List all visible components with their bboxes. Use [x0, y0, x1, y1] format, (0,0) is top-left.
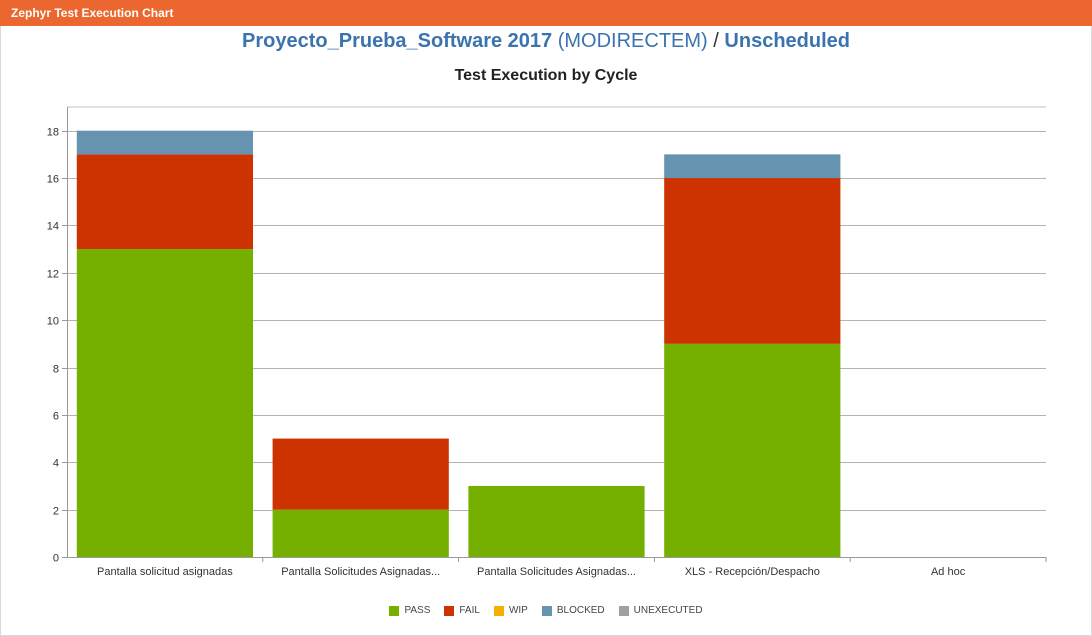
y-tick-label: 6	[53, 411, 59, 423]
bar-pass-1	[76, 249, 254, 557]
bar-pass-4	[664, 343, 841, 557]
legend-item-unexecuted[interactable]: UNEXECUTED	[618, 605, 703, 616]
legend-label: BLOCKED	[556, 605, 605, 616]
legend-swatch	[541, 605, 552, 616]
y-tick-label: 12	[47, 269, 59, 281]
version-link[interactable]: Unscheduled	[724, 30, 850, 52]
chart-legend: PASS FAIL WIP BLOCKED UNEXECUTED	[0, 605, 1092, 616]
y-tick-label: 4	[53, 458, 59, 470]
x-tick-label: XLS - Recepción/Despacho	[685, 566, 820, 578]
stacked-bar-chart: 0 2 4 6 8 10 12 14 16 18 Pantalla solicitud asigna…	[47, 106, 1047, 578]
x-tick-label: Pantalla solicitud asignadas	[97, 566, 233, 578]
legend-label: FAIL	[459, 605, 480, 616]
legend-item-pass[interactable]: PASS	[389, 605, 430, 616]
bar-pass-2	[272, 509, 449, 557]
y-tick-label: 0	[53, 553, 59, 565]
gadget-title-bar: Zephyr Test Execution Chart	[0, 0, 1092, 26]
y-tick-label: 8	[53, 364, 59, 376]
x-tick-label: Pantalla Solicitudes Asignadas...	[477, 566, 636, 578]
legend-swatch	[618, 605, 629, 616]
legend-label: PASS	[404, 605, 431, 616]
bar-pass-3	[468, 485, 645, 557]
project-name-link[interactable]: Proyecto_Prueba_Software 2017	[242, 30, 553, 52]
heading-separator: /	[713, 30, 719, 52]
y-tick-label: 18	[47, 127, 59, 139]
legend-swatch	[444, 605, 455, 616]
bar-blocked-4	[664, 154, 841, 179]
chart-title: Test Execution by Cycle	[454, 67, 638, 84]
y-tick-label: 10	[47, 316, 59, 328]
legend-item-blocked[interactable]: BLOCKED	[541, 605, 605, 616]
legend-swatch	[493, 605, 504, 616]
legend-label: WIP	[508, 605, 528, 616]
y-tick-label: 14	[47, 221, 59, 233]
gadget-title: Zephyr Test Execution Chart	[11, 6, 174, 20]
legend-swatch	[389, 605, 400, 616]
y-tick-label: 16	[47, 174, 59, 186]
bar-fail-4	[664, 178, 841, 344]
legend-item-wip[interactable]: WIP	[493, 605, 528, 616]
project-key: (MODIRECTEM)	[557, 30, 708, 52]
legend-label: UNEXECUTED	[633, 605, 703, 616]
bar-fail-1	[76, 154, 254, 250]
bar-blocked-1	[76, 130, 254, 155]
bar-fail-2	[272, 438, 449, 510]
y-tick-label: 2	[53, 506, 59, 518]
project-heading: Proyecto_Prueba_Software 2017 (MODIRECTE…	[0, 30, 1092, 53]
legend-item-fail[interactable]: FAIL	[444, 605, 480, 616]
x-tick-label: Pantalla Solicitudes Asignadas...	[281, 566, 440, 578]
x-tick-label: Ad hoc	[931, 566, 966, 578]
